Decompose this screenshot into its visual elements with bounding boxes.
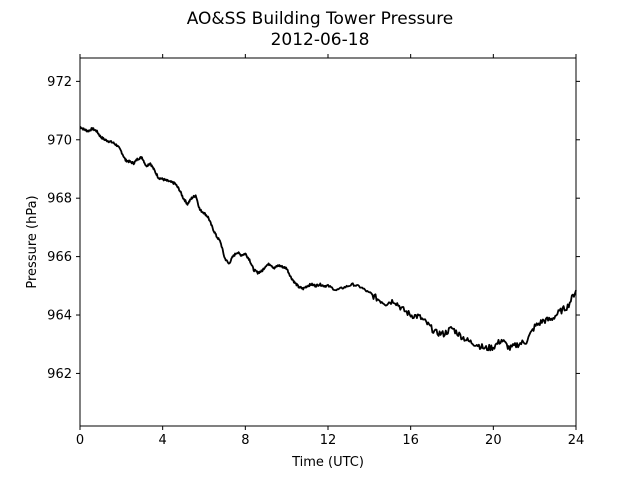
y-axis: 962 964 966 968 970 972	[47, 75, 580, 382]
chart-title: AO&SS Building Tower Pressure	[187, 9, 454, 29]
x-tick-label: 20	[485, 433, 502, 448]
y-axis-label: Pressure (hPa)	[25, 195, 40, 288]
y-tick-label: 970	[47, 133, 72, 148]
x-axis-label: Time (UTC)	[291, 455, 364, 470]
pressure-series-line	[79, 125, 577, 352]
x-tick-label: 12	[320, 433, 337, 448]
x-tick-label: 0	[76, 433, 84, 448]
y-tick-label: 966	[47, 250, 72, 265]
plot-frame	[79, 57, 577, 427]
x-tick-label: 16	[402, 433, 419, 448]
y-tick-label: 962	[47, 367, 72, 382]
x-tick-label: 4	[159, 433, 167, 448]
chart-subtitle: 2012-06-18	[271, 30, 370, 50]
x-tick-label: 8	[241, 433, 249, 448]
y-tick-label: 972	[47, 75, 72, 90]
x-axis: 0 4 8 12 16 20 24	[76, 54, 584, 448]
y-tick-label: 968	[47, 192, 72, 207]
x-tick-label: 24	[568, 433, 585, 448]
y-tick-label: 964	[47, 309, 72, 324]
